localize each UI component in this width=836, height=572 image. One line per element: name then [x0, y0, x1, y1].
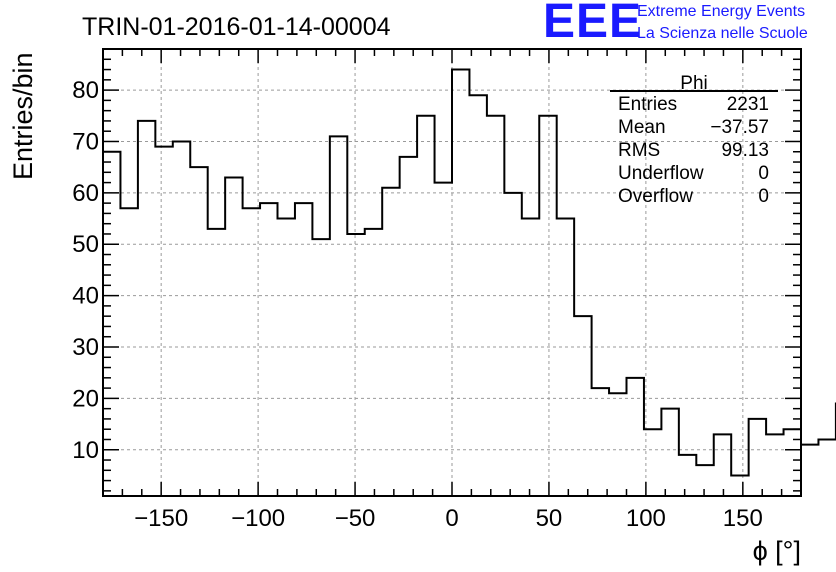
x-tick-label: −150	[134, 505, 188, 532]
histogram-bin	[452, 70, 469, 496]
histogram-bin	[818, 439, 835, 496]
stats-value: 2231	[727, 94, 769, 115]
histogram-bin	[243, 208, 260, 496]
histogram-bin	[417, 116, 434, 496]
x-tick-label: 0	[445, 505, 458, 532]
histogram-bin	[469, 95, 486, 496]
stats-value: −37.57	[710, 117, 769, 138]
histogram-bin	[574, 316, 591, 496]
y-tick-label: 60	[72, 180, 99, 207]
y-tick-label: 70	[72, 128, 99, 155]
histogram-bin	[120, 208, 137, 496]
stats-label: Underflow	[618, 163, 704, 184]
stats-value: 99.13	[721, 140, 769, 161]
y-tick-label: 40	[72, 283, 99, 310]
histogram-bin	[365, 229, 382, 496]
stats-label: Entries	[618, 94, 677, 115]
y-tick-label: 30	[72, 334, 99, 361]
stats-label: Mean	[618, 117, 666, 138]
histogram-bin	[749, 419, 766, 496]
stats-value: 0	[758, 163, 769, 184]
histogram-bin	[330, 136, 347, 496]
histogram-bin	[557, 219, 574, 496]
stats-title: Phi	[680, 73, 707, 94]
logo-line-2: La Scienza nelle Scuole	[637, 25, 808, 42]
histogram-bin	[592, 388, 609, 496]
chart-title: TRIN-01-2016-01-14-00004	[82, 13, 391, 41]
histogram-bin	[103, 152, 120, 496]
x-tick-label: 150	[723, 505, 763, 532]
x-tick-label: −100	[231, 505, 285, 532]
histogram-bin	[382, 188, 399, 496]
histogram-bin	[312, 239, 329, 496]
eee-logo: EEE	[543, 0, 643, 48]
x-tick-label: 100	[626, 505, 666, 532]
histogram-bin	[190, 167, 207, 496]
x-tick-label: −50	[335, 505, 376, 532]
y-tick-label: 10	[72, 437, 99, 464]
histogram-bin	[155, 147, 172, 496]
histogram-bin	[504, 193, 521, 496]
histogram-bin	[435, 183, 452, 496]
histogram-bin	[627, 378, 644, 496]
histogram-bin	[260, 203, 277, 496]
histogram-bin	[714, 434, 731, 496]
histogram-bin	[766, 434, 783, 496]
y-tick-label: 50	[72, 231, 99, 258]
histogram-bin	[801, 445, 818, 496]
histogram-bin	[644, 429, 661, 496]
x-tick-label: 50	[536, 505, 563, 532]
histogram-bin	[679, 455, 696, 496]
stats-value: 0	[758, 186, 769, 207]
stats-box: Phi Entries 2231 Mean −37.57 RMS 99.13 Underfl…	[610, 73, 778, 207]
histogram-bin	[784, 429, 801, 496]
histogram-bin	[173, 141, 190, 496]
logo-line-1: Extreme Energy Events	[637, 3, 806, 20]
histogram-bin	[400, 157, 417, 496]
histogram-bin	[731, 475, 748, 496]
histogram-bin	[696, 465, 713, 496]
histogram-bin	[487, 116, 504, 496]
y-tick-label: 20	[72, 385, 99, 412]
stats-label: Overflow	[618, 186, 693, 207]
histogram-bin	[138, 121, 155, 496]
histogram-bin	[295, 203, 312, 496]
histogram-bin	[522, 219, 539, 496]
stats-rows: Entries 2231 Mean −37.57 RMS 99.13 Underflow 0 O…	[618, 94, 769, 207]
histogram-bin	[347, 234, 364, 496]
grid-lines	[103, 49, 801, 496]
histogram-bin	[208, 229, 225, 496]
histogram-bin	[225, 177, 242, 496]
histogram-bin	[661, 409, 678, 496]
histogram-bin	[609, 393, 626, 496]
y-tick-label: 80	[72, 77, 99, 104]
histogram-bin	[278, 219, 295, 496]
tick-labels: −150 −100 −50 0 50 100 150 10 20 30 40 50 60 70 80	[72, 77, 763, 532]
y-axis-label: Entries/bin	[8, 52, 38, 180]
x-axis-label: ϕ [°]	[753, 536, 801, 566]
histogram-bin	[539, 116, 556, 496]
axis-ticks	[103, 48, 801, 496]
stats-label: RMS	[618, 140, 660, 161]
